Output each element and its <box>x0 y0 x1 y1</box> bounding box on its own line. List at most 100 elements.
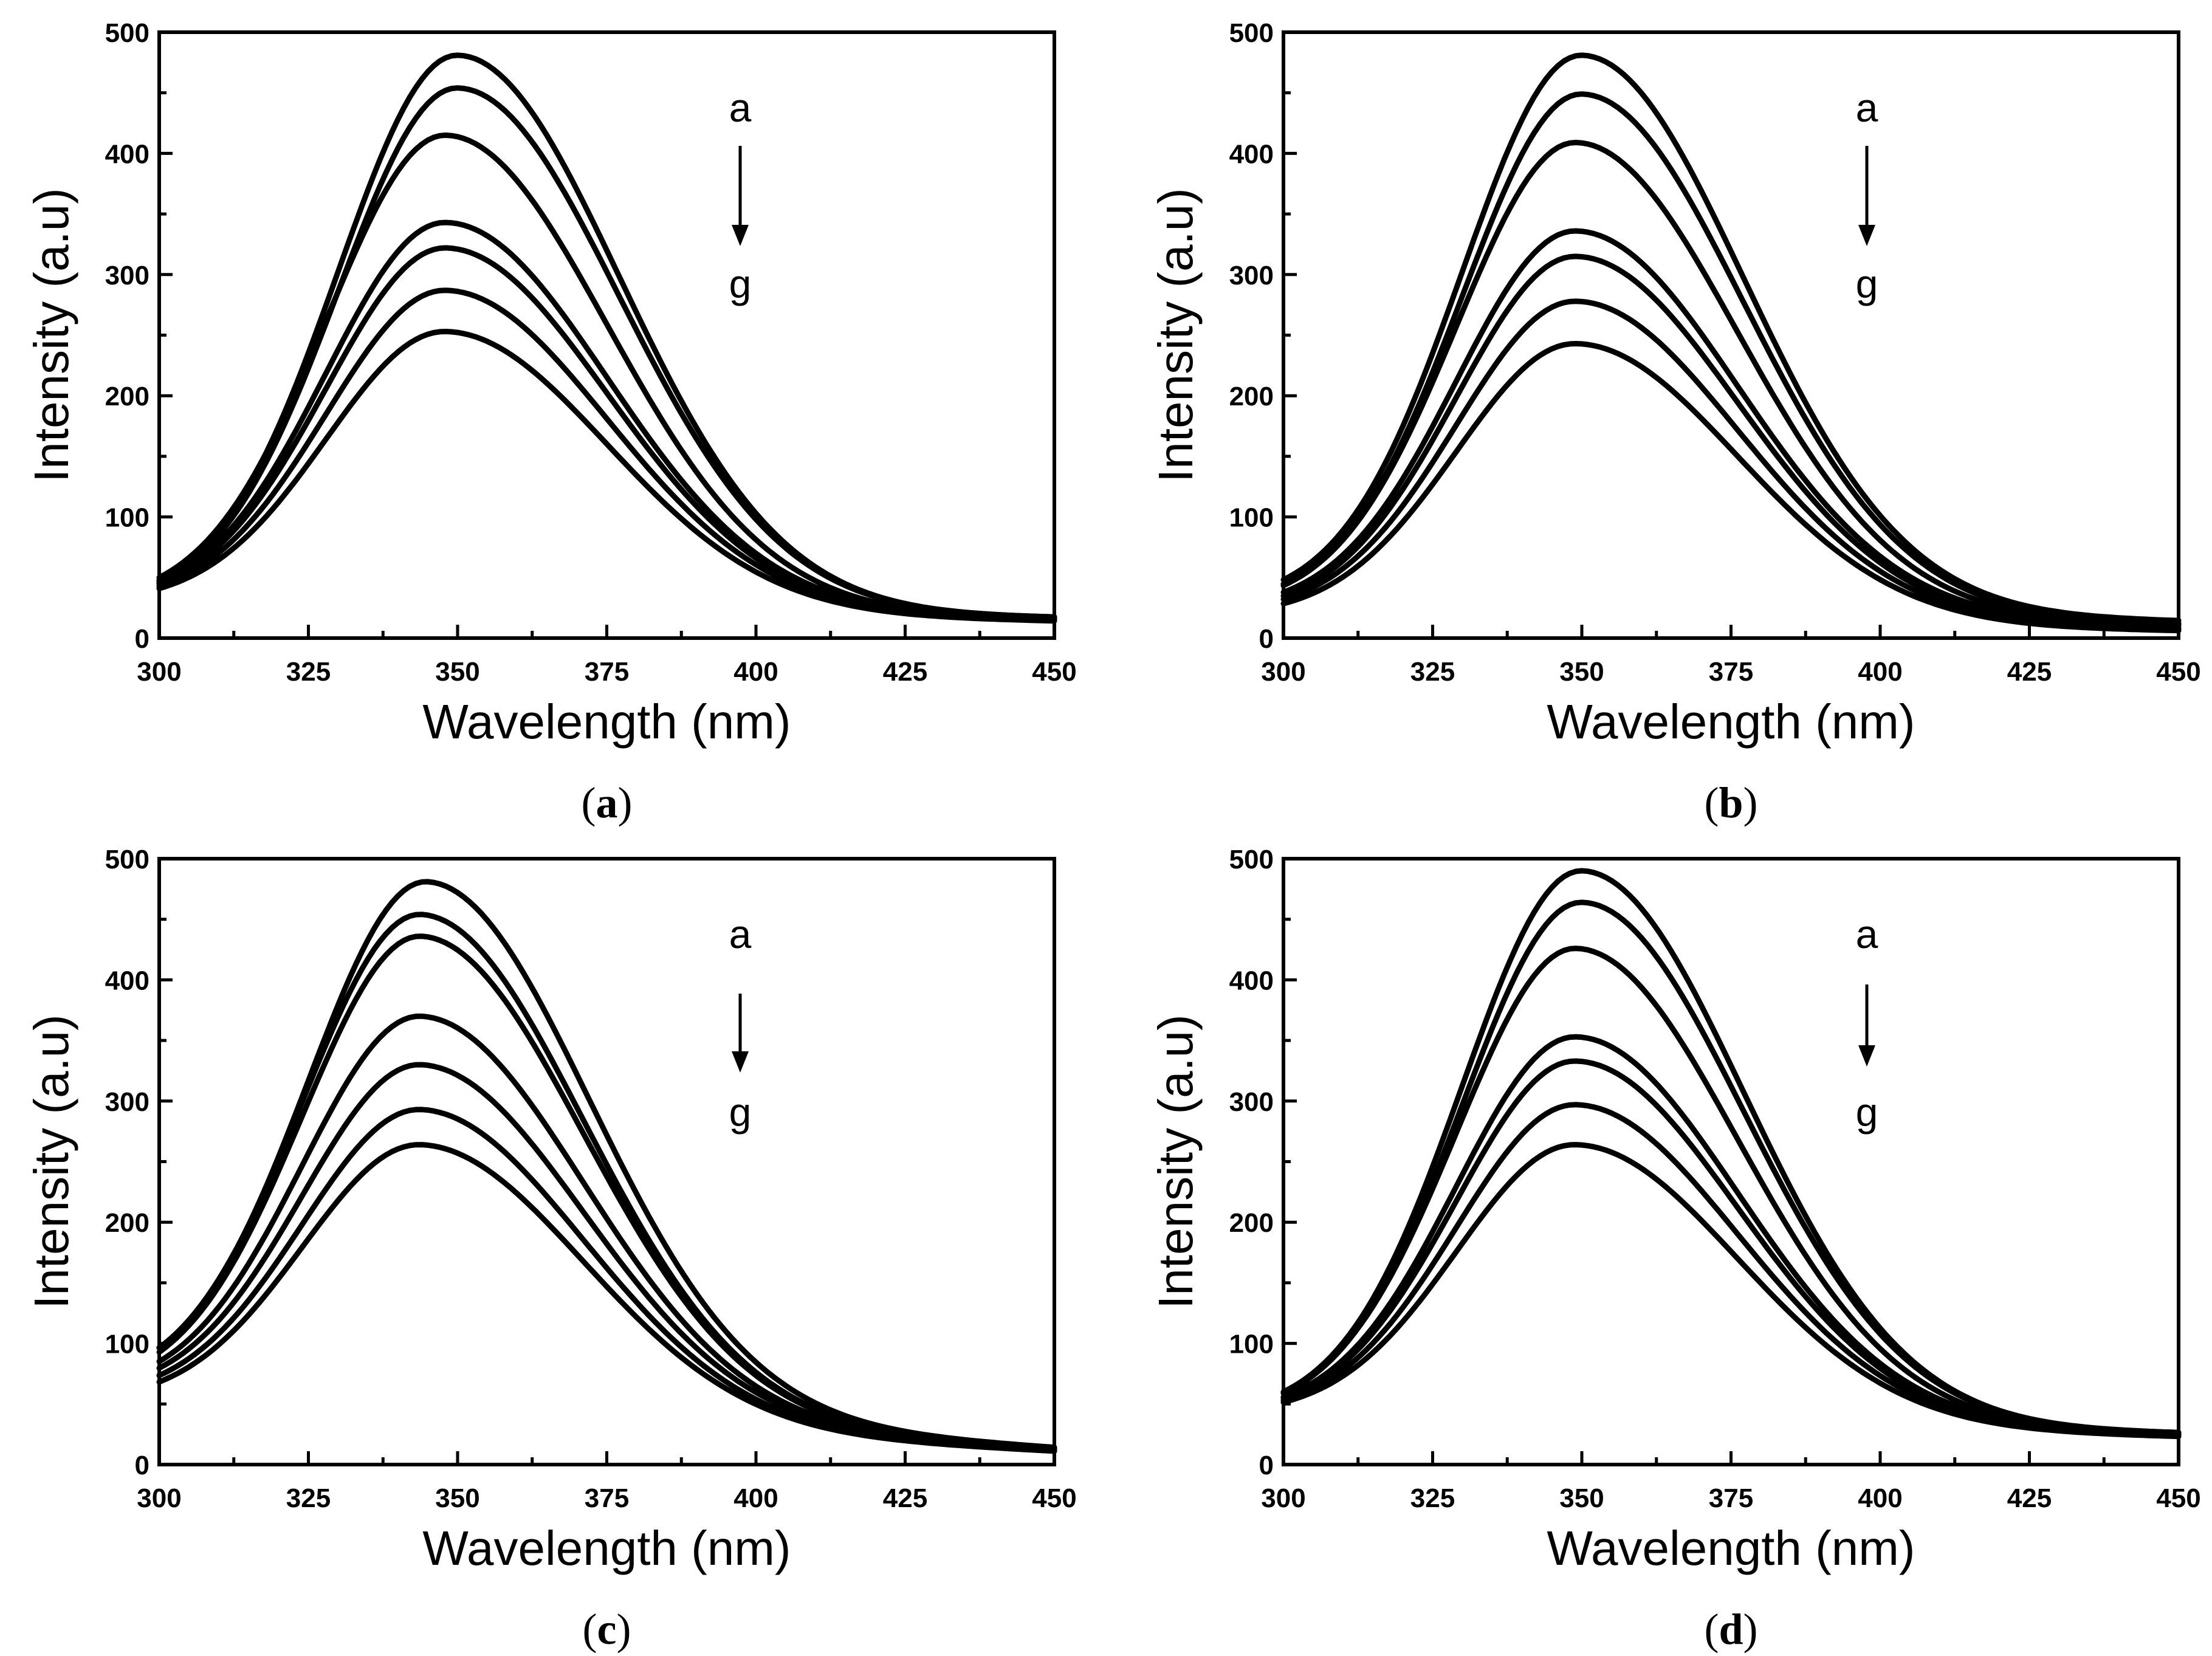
x-tick-label: 325 <box>286 1483 331 1513</box>
y-axis-title: Intensity (a.u) <box>24 1014 78 1309</box>
series-line-c <box>1280 140 2182 627</box>
y-tick-label: 500 <box>105 845 149 874</box>
plot-frame <box>1282 30 2180 640</box>
x-tick-label: 350 <box>1559 657 1604 687</box>
x-tick-label: 325 <box>286 657 331 687</box>
y-tick-label: 200 <box>105 1208 149 1238</box>
x-tick-label: 450 <box>1032 1483 1076 1513</box>
y-tick-label: 100 <box>1229 503 1274 533</box>
x-tick-label: 300 <box>137 657 181 687</box>
y-tick-label: 100 <box>105 1330 149 1359</box>
y-axis-title: Intensity (a.u) <box>1149 188 1203 483</box>
panel-d: 300 325 350 375 400 425 450 0 100 200 300 400 500 Wav… <box>1149 845 2201 1654</box>
panel-b: 300 325 350 375 400 425 450 0 100 200 300 400 500 Wav… <box>1149 18 2201 827</box>
annotation-bottom-label: g <box>729 1090 752 1135</box>
series-line-g <box>156 1142 1057 1454</box>
panel-caption: (c) <box>583 1605 631 1654</box>
y-tick-label: 400 <box>1229 139 1274 169</box>
x-tick-label: 450 <box>2156 657 2200 687</box>
x-tick-label: 350 <box>1559 1483 1604 1513</box>
series-line-a <box>1280 868 2182 1435</box>
panel-caption: (a) <box>582 778 633 827</box>
y-tick-label: 100 <box>105 503 149 533</box>
annotation-bottom-label: g <box>1856 261 1878 306</box>
series-line-a <box>156 52 1057 620</box>
y-tick-label: 300 <box>1229 261 1274 290</box>
y-tick-label: 0 <box>135 1451 149 1480</box>
x-axis-title: Wavelength (nm) <box>1547 1521 1915 1575</box>
arrow-head-icon <box>1858 1045 1875 1067</box>
series-line-d <box>1280 228 2182 628</box>
y-tick-label: 300 <box>105 1087 149 1117</box>
arrow-head-icon <box>732 1051 749 1073</box>
y-tick-label: 500 <box>105 18 149 48</box>
x-tick-label: 350 <box>435 657 479 687</box>
annotation-bottom-label: g <box>1856 1090 1878 1135</box>
arrow-head-icon <box>732 225 749 246</box>
x-tick-label: 375 <box>1709 1483 1753 1513</box>
x-tick-label: 300 <box>1261 1483 1305 1513</box>
x-tick-label: 450 <box>2156 1483 2200 1513</box>
x-tick-label: 375 <box>585 657 629 687</box>
series-line-d <box>1280 1034 2182 1437</box>
x-axis-title: Wavelength (nm) <box>422 1521 791 1575</box>
panel-caption: (b) <box>1704 778 1757 827</box>
y-tick-label: 0 <box>135 624 149 654</box>
y-tick-label: 400 <box>105 139 149 169</box>
annotation-top-label: a <box>729 85 752 130</box>
x-tick-label: 425 <box>883 1483 927 1513</box>
series-line-e <box>1280 253 2182 631</box>
x-axis-title: Wavelength (nm) <box>1547 695 1915 749</box>
annotation-top-label: a <box>1856 85 1878 130</box>
x-tick-label: 450 <box>1032 657 1076 687</box>
plot-frame <box>157 30 1056 640</box>
x-tick-label: 325 <box>1410 1483 1455 1513</box>
y-axis-title: Intensity (a.u) <box>24 188 78 483</box>
y-axis-title: Intensity (a.u) <box>1149 1014 1203 1309</box>
x-tick-label: 300 <box>1261 657 1305 687</box>
y-tick-label: 100 <box>1229 1330 1274 1359</box>
y-tick-label: 500 <box>1229 18 1274 48</box>
x-tick-label: 350 <box>435 1483 479 1513</box>
series-line-b <box>1280 91 2182 626</box>
x-tick-label: 300 <box>137 1483 181 1513</box>
y-tick-label: 200 <box>105 382 149 411</box>
y-tick-label: 200 <box>1229 382 1274 411</box>
series-line-g <box>156 329 1057 624</box>
x-tick-label: 400 <box>1858 1483 1902 1513</box>
series-line-b <box>1280 899 2182 1435</box>
x-tick-label: 425 <box>2007 1483 2052 1513</box>
panel-caption: (d) <box>1704 1605 1757 1654</box>
x-tick-label: 375 <box>1709 657 1753 687</box>
y-tick-label: 200 <box>1229 1208 1274 1238</box>
y-tick-label: 0 <box>1259 624 1274 654</box>
series-line-b <box>156 85 1057 620</box>
series-line-c <box>1280 946 2182 1437</box>
panel-c: 300 325 350 375 400 425 450 0 100 200 300 400 500 Wav… <box>24 845 1077 1654</box>
y-tick-label: 0 <box>1259 1451 1274 1480</box>
x-tick-label: 425 <box>883 657 927 687</box>
annotation-bottom-label: g <box>729 261 752 306</box>
x-tick-label: 400 <box>1858 657 1902 687</box>
x-axis-title: Wavelength (nm) <box>422 695 791 749</box>
series-line-c <box>156 933 1057 1452</box>
series-line-f <box>156 287 1057 623</box>
series-line-g <box>1280 341 2182 634</box>
series-line-a <box>1280 52 2182 624</box>
arrow-head-icon <box>1858 225 1875 246</box>
series-line-g <box>1280 1142 2182 1440</box>
y-tick-label: 300 <box>105 261 149 290</box>
x-tick-label: 425 <box>2007 657 2052 687</box>
y-tick-label: 500 <box>1229 845 1274 874</box>
y-tick-label: 400 <box>1229 966 1274 995</box>
plot-frame <box>1282 857 2180 1466</box>
x-tick-label: 400 <box>733 657 778 687</box>
y-tick-label: 300 <box>1229 1087 1274 1117</box>
x-tick-label: 325 <box>1410 657 1455 687</box>
annotation-top-label: a <box>1856 912 1878 957</box>
x-tick-label: 375 <box>585 1483 629 1513</box>
x-tick-label: 400 <box>733 1483 778 1513</box>
y-tick-label: 400 <box>105 966 149 995</box>
panel-a: 300 325 350 375 400 425 450 0 100 200 300 400 500 Wav… <box>24 18 1077 827</box>
